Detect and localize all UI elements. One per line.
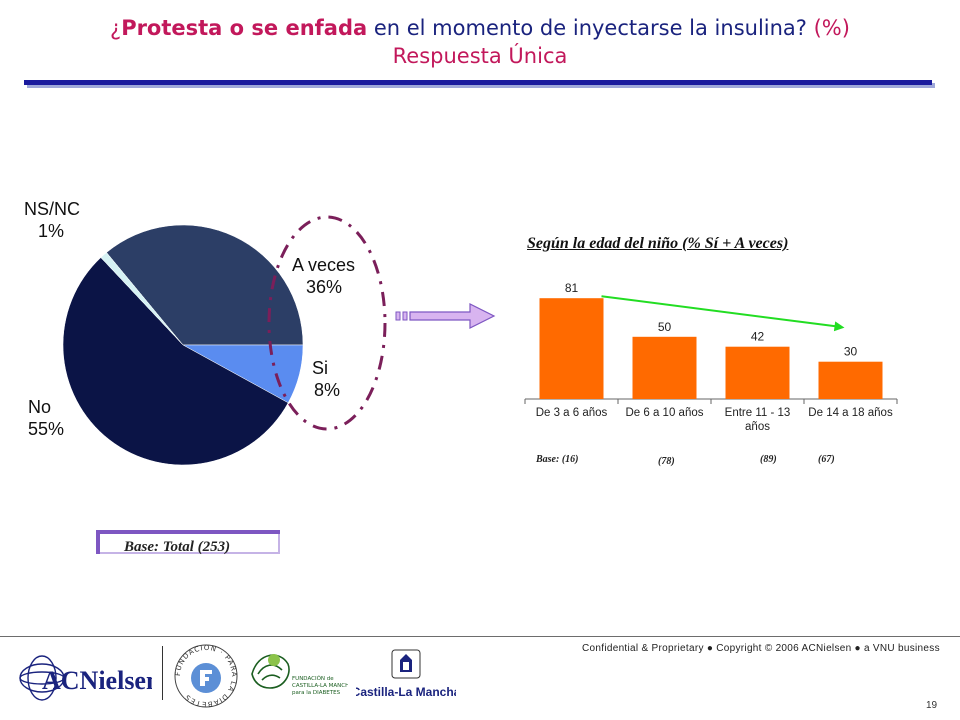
base-total-label: Base: Total (253) xyxy=(124,539,231,555)
category-label-1: De 3 a 6 años xyxy=(536,407,608,419)
bar-value-label-2: 50 xyxy=(658,320,672,334)
page-title: ¿Protesta o se enfada en el momento de i… xyxy=(0,14,960,70)
base-label-3: (89) xyxy=(760,454,777,465)
title-rule xyxy=(24,80,932,85)
footer-rule xyxy=(0,636,960,637)
bar-2 xyxy=(632,336,697,399)
castilla-la-mancha-logo: Castilla-La Mancha xyxy=(356,649,456,699)
page-subtitle: Respuesta Única xyxy=(392,44,568,68)
page-number: 19 xyxy=(926,700,938,711)
title-text: en el momento de inyectarse la insulina? xyxy=(367,16,807,40)
bar-value-label-1: 81 xyxy=(565,281,579,295)
trend-arrowhead xyxy=(833,321,845,332)
base-total-frame xyxy=(96,530,280,554)
base-label-2: (78) xyxy=(658,456,675,467)
category-label-2: De 6 a 10 años xyxy=(625,407,703,419)
bar-chart: 81 De 3 a 6 años 50 De 6 a 10 años 42 Entre 1… xyxy=(524,281,898,433)
pie-label-no: No 55% xyxy=(28,397,65,439)
bar-value-label-3: 42 xyxy=(751,330,765,344)
bar-value-label-4: 30 xyxy=(844,345,858,359)
trend-line xyxy=(601,295,839,328)
pie-label-nsnc: NS/NC 1% xyxy=(24,199,81,241)
pie-slice-ns-nc xyxy=(100,252,184,346)
pie-label-aveces: A veces 36% xyxy=(292,255,356,297)
acnielsen-logo: ACNielsen xyxy=(19,655,152,701)
fundacion-diabetes-logo: FUNDACION · PARA LA DIABETES xyxy=(174,644,238,708)
logo-divider xyxy=(162,646,163,700)
title-emphasis: Protesta o se enfada xyxy=(121,16,368,40)
pie-slice-no xyxy=(62,257,289,466)
bar-4 xyxy=(818,361,883,399)
highlight-ellipse xyxy=(267,215,387,431)
pie-slice-a-veces xyxy=(106,224,304,346)
base-label-4: (67) xyxy=(818,454,835,465)
category-label-3: Entre 11 - 13 años xyxy=(725,407,791,433)
pie-chart xyxy=(62,224,304,466)
bar-3 xyxy=(725,346,790,399)
svg-text:Castilla-La Mancha: Castilla-La Mancha xyxy=(356,685,456,699)
svg-text:ACNielsen: ACNielsen xyxy=(42,666,152,695)
category-label-4: De 14 a 18 años xyxy=(808,407,893,419)
title-open: ¿ xyxy=(110,16,122,40)
bar-1 xyxy=(539,298,604,399)
svg-text:CASTILLA-LA MANCHA: CASTILLA-LA MANCHA xyxy=(292,683,348,689)
svg-text:para la DIABETES: para la DIABETES xyxy=(292,690,341,696)
base-label-1: Base: (16) xyxy=(536,454,579,465)
bar-chart-heading: Según la edad del niño (% Sí + A veces) xyxy=(527,235,789,252)
title-unit: (%) xyxy=(806,16,850,40)
fundacion-castilla-logo: FUNDACIÓN de CASTILLA-LA MANCHA para la … xyxy=(251,654,348,696)
confidential-notice: Confidential & Proprietary ● Copyright ©… xyxy=(582,643,940,654)
pie-label-si: Si 8% xyxy=(312,358,341,400)
svg-text:FUNDACIÓN de: FUNDACIÓN de xyxy=(292,675,334,682)
arrow-icon xyxy=(395,303,496,329)
